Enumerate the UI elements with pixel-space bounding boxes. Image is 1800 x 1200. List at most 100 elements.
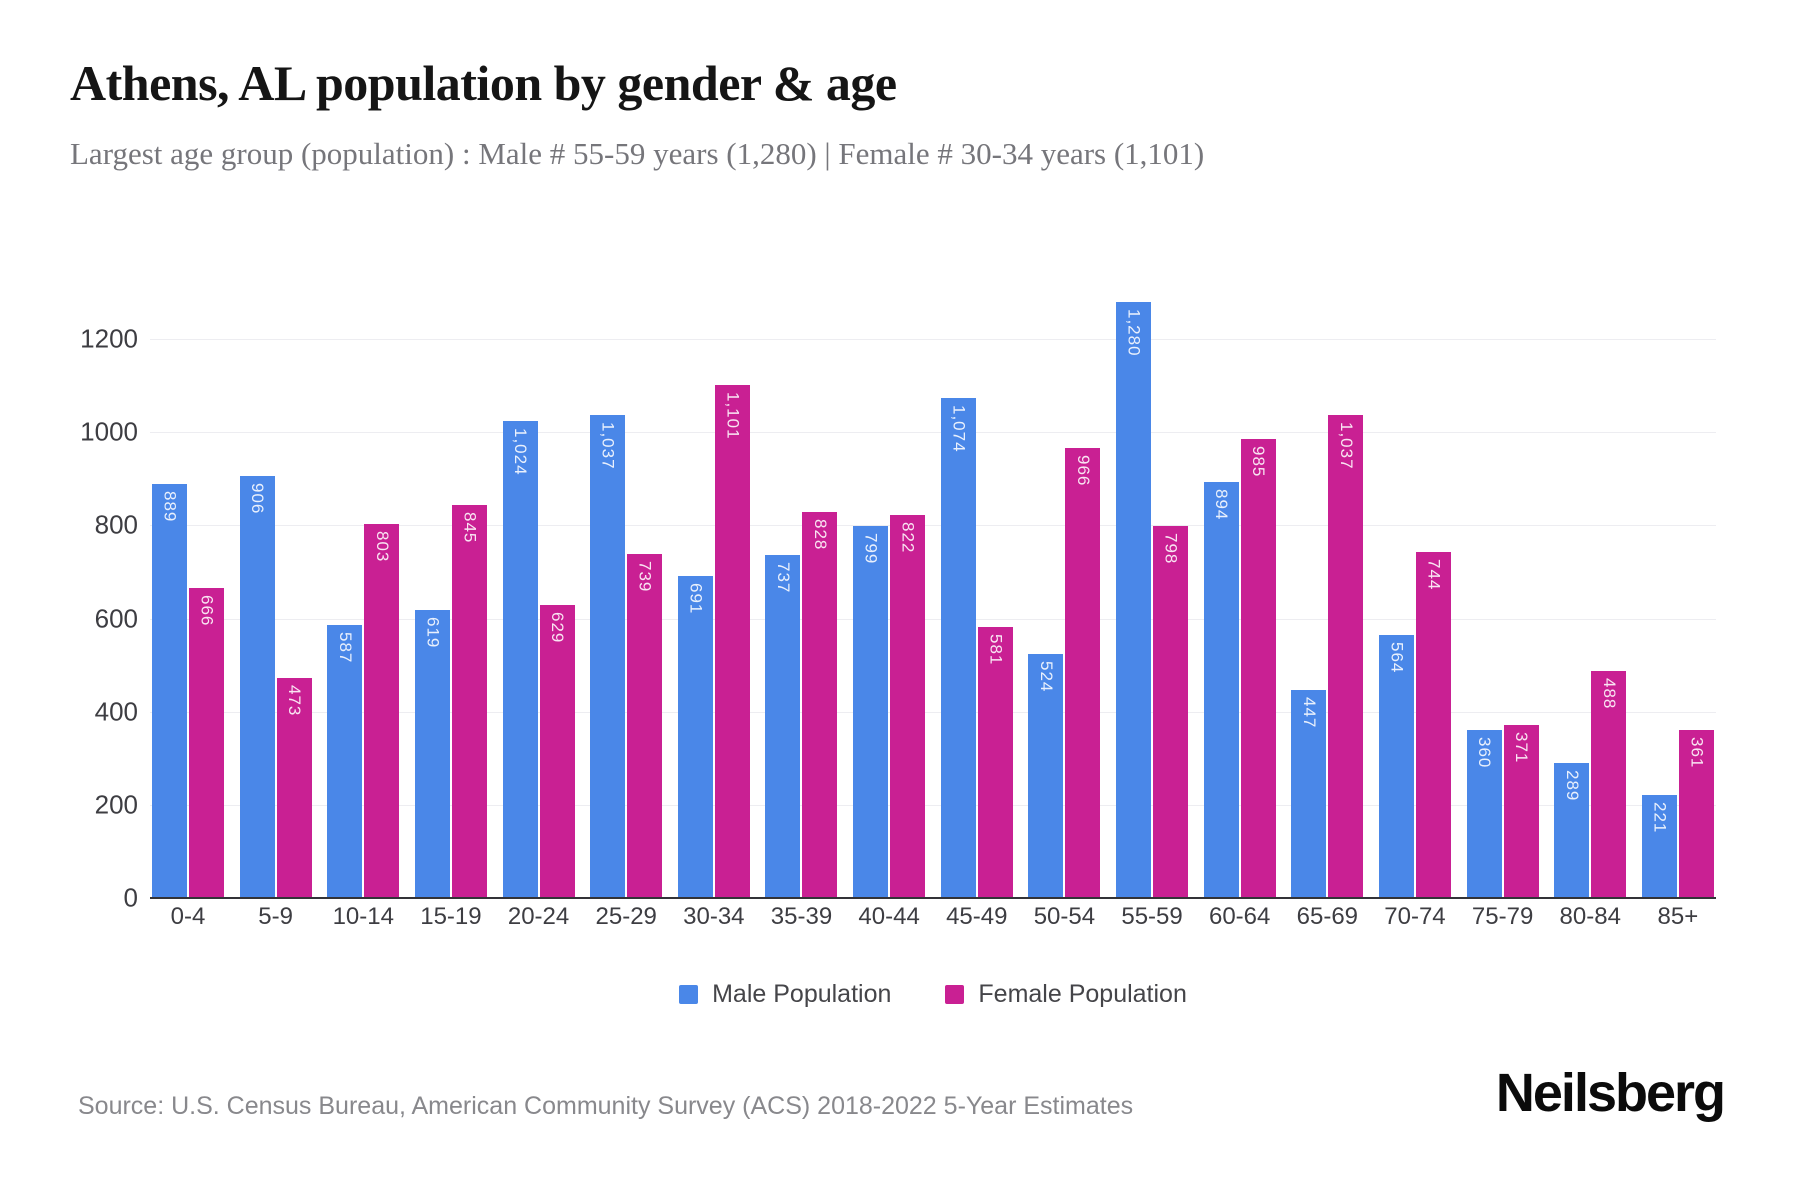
bar-value-label: 564 [1387, 642, 1407, 674]
female-bar-10-14[interactable]: 803 [364, 524, 400, 898]
y-tick-label: 0 [123, 882, 138, 913]
female-bar-65-69[interactable]: 1,037 [1328, 415, 1364, 898]
male-bar-30-34[interactable]: 691 [677, 576, 713, 898]
x-tick-label-5-9: 5-9 [258, 903, 293, 930]
female-bar-30-34[interactable]: 1,101 [714, 385, 750, 898]
male-bar-40-44[interactable]: 799 [853, 525, 889, 898]
male-bar-65-69[interactable]: 447 [1291, 689, 1327, 898]
chart-subtitle: Largest age group (population) : Male # … [70, 136, 1205, 171]
x-tick-label-50-54: 50-54 [1033, 903, 1096, 930]
female-bar-85+[interactable]: 361 [1678, 729, 1714, 898]
x-tick-label-0-4: 0-4 [170, 903, 206, 930]
gridline [150, 339, 1716, 341]
bar-value-label: 221 [1650, 802, 1670, 834]
x-tick-label-55-59: 55-59 [1121, 903, 1183, 930]
female-bar-40-44[interactable]: 822 [890, 515, 926, 898]
brand-logo: Neilsberg [1495, 1063, 1726, 1123]
female-bar-20-24[interactable]: 629 [539, 605, 575, 898]
bar-group-30-34: 691 1,101 [677, 260, 750, 898]
male-bar-85+[interactable]: 221 [1641, 795, 1677, 898]
bar-group-55-59: 1,280 798 [1116, 260, 1189, 898]
bar-group-50-54: 524 966 [1028, 260, 1101, 898]
bar-value-label: 966 [1073, 455, 1093, 487]
bar-value-label: 587 [335, 631, 355, 664]
bar-value-label: 822 [898, 522, 918, 554]
female-bar-45-49[interactable]: 581 [977, 627, 1013, 898]
male-bar-50-54[interactable]: 524 [1028, 653, 1064, 898]
legend-swatch [945, 985, 965, 1004]
bar-value-label: 906 [248, 483, 268, 515]
x-axis-line [150, 897, 1716, 899]
bar-group-40-44: 799 822 [853, 260, 926, 898]
bar-group-20-24: 1,024 629 [502, 260, 575, 898]
female-bar-80-84[interactable]: 488 [1591, 670, 1627, 898]
bar-group-80-84: 289 488 [1554, 260, 1627, 898]
y-tick-label: 1200 [80, 323, 138, 354]
bar-group-0-4: 889 666 [152, 260, 224, 898]
male-bar-25-29[interactable]: 1,037 [590, 415, 626, 898]
male-bar-60-64[interactable]: 894 [1203, 481, 1239, 898]
y-tick-label: 1000 [80, 416, 138, 447]
male-bar-55-59[interactable]: 1,280 [1116, 301, 1152, 898]
bar-group-70-74: 564 744 [1378, 260, 1451, 898]
x-tick-label-65-69: 65-69 [1296, 903, 1359, 930]
bar-group-75-79: 360 371 [1466, 260, 1539, 898]
legend-item-female[interactable]: Female Population [945, 980, 1187, 1009]
bar-value-label: 1,280 [1124, 308, 1144, 357]
female-bar-75-79[interactable]: 371 [1503, 725, 1539, 898]
plot-area: 889 666 906 473 587 803 619 845 1,024 629 1,037 739… [150, 260, 1716, 899]
female-bar-70-74[interactable]: 744 [1415, 551, 1451, 898]
x-tick-label-75-79: 75-79 [1471, 903, 1534, 930]
female-bar-35-39[interactable]: 828 [802, 512, 838, 898]
female-bar-60-64[interactable]: 985 [1240, 439, 1276, 898]
male-bar-75-79[interactable]: 360 [1466, 730, 1502, 898]
male-bar-10-14[interactable]: 587 [327, 624, 363, 898]
gridline [150, 804, 1716, 806]
bar-value-label: 803 [372, 531, 392, 563]
bar-value-label: 894 [1212, 488, 1232, 521]
female-bar-5-9[interactable]: 473 [276, 677, 312, 898]
bar-group-60-64: 894 985 [1203, 260, 1276, 898]
bar-value-label: 1,024 [511, 428, 531, 476]
male-bar-35-39[interactable]: 737 [765, 554, 801, 898]
x-tick-label-15-19: 15-19 [420, 903, 482, 930]
female-bar-15-19[interactable]: 845 [451, 504, 487, 898]
bar-value-label: 1,101 [723, 392, 743, 440]
bar-value-label: 360 [1475, 737, 1495, 769]
male-bar-45-49[interactable]: 1,074 [940, 397, 976, 898]
male-bar-80-84[interactable]: 289 [1554, 763, 1590, 898]
legend-item-male[interactable]: Male Population [679, 980, 891, 1009]
x-tick-label-70-74: 70-74 [1384, 903, 1446, 930]
female-bar-0-4[interactable]: 666 [189, 587, 224, 898]
bar-value-label: 1,037 [598, 422, 618, 470]
male-bar-20-24[interactable]: 1,024 [502, 421, 538, 898]
y-axis: 0 200 400 600 800 1000 1200 [30, 260, 138, 913]
bar-value-label: 629 [548, 612, 568, 644]
x-tick-label-80-84: 80-84 [1559, 903, 1621, 930]
female-bar-25-29[interactable]: 739 [627, 553, 663, 898]
male-bar-0-4[interactable]: 889 [152, 484, 187, 898]
x-tick-label-30-34: 30-34 [683, 903, 745, 930]
legend-label: Female Population [978, 980, 1187, 1008]
bar-value-label: 619 [423, 616, 443, 649]
female-bar-55-59[interactable]: 798 [1153, 526, 1189, 898]
legend-label: Male Population [712, 980, 892, 1008]
bar-value-label: 488 [1599, 677, 1619, 710]
x-tick-label-20-24: 20-24 [507, 903, 570, 930]
bar-group-35-39: 737 828 [765, 260, 838, 898]
x-tick-label-10-14: 10-14 [332, 903, 394, 930]
male-bar-15-19[interactable]: 619 [414, 609, 450, 898]
bars-container: 889 666 906 473 587 803 619 845 1,024 629 1,037 739… [150, 260, 1716, 898]
bar-value-label: 799 [861, 532, 881, 565]
gridline [150, 432, 1716, 434]
bar-value-label: 666 [197, 594, 217, 627]
female-bar-50-54[interactable]: 966 [1065, 448, 1101, 898]
bar-value-label: 739 [635, 560, 655, 593]
bar-value-label: 371 [1512, 732, 1532, 764]
bar-group-10-14: 587 803 [327, 260, 400, 898]
x-tick-label-40-44: 40-44 [858, 903, 920, 930]
bar-value-label: 361 [1687, 736, 1707, 769]
male-bar-5-9[interactable]: 906 [239, 476, 275, 898]
male-bar-70-74[interactable]: 564 [1378, 635, 1414, 898]
